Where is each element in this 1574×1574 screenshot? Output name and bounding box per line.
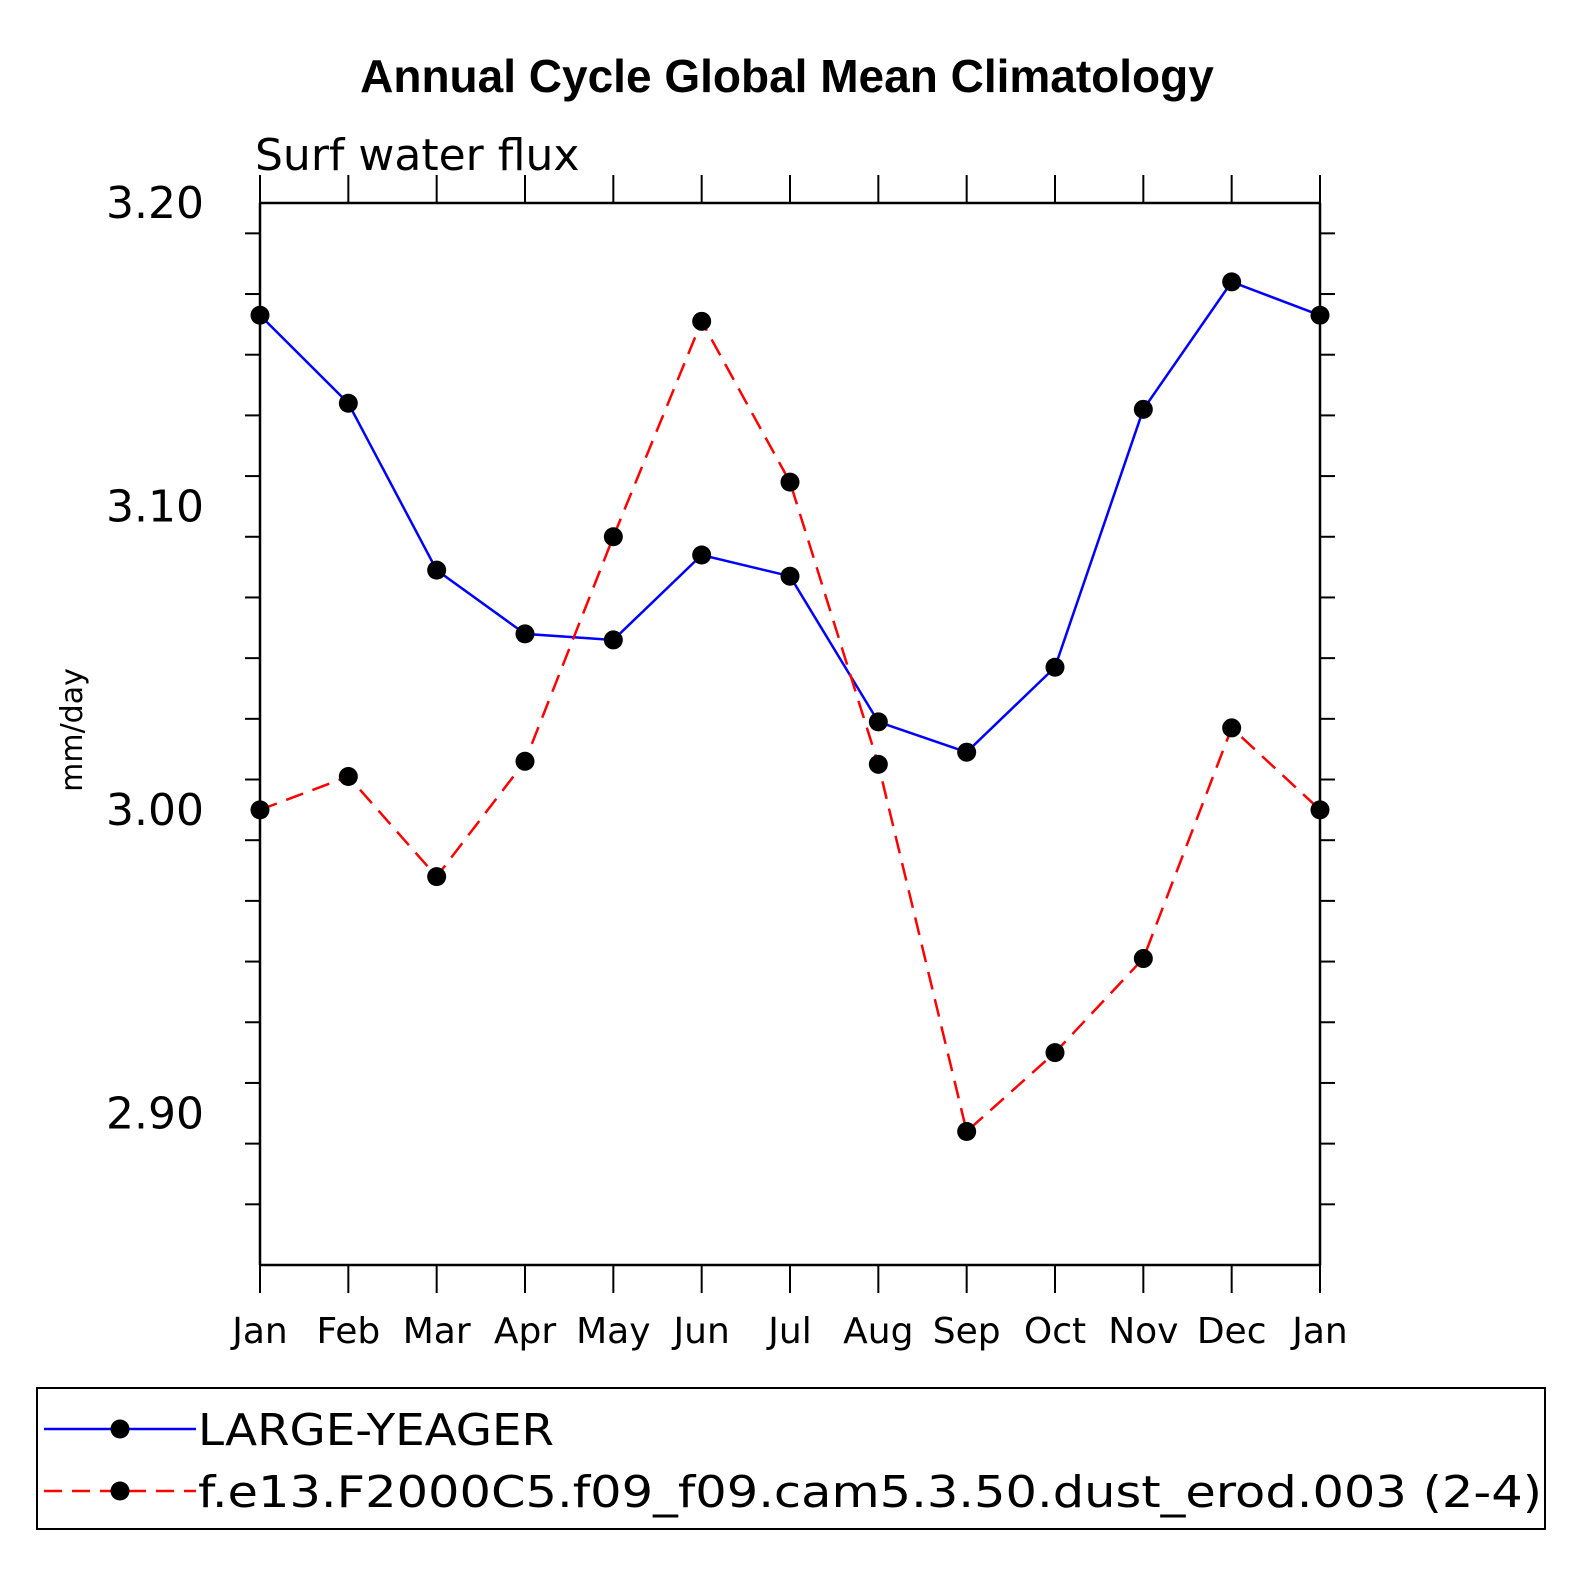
chart-title: Annual Cycle Global Mean Climatology	[360, 50, 1214, 102]
data-point-s2-5	[692, 311, 712, 331]
data-point-s2-11	[1222, 718, 1242, 738]
legend: LARGE-YEAGER f.e13.F2000C5.f09_f09.cam5.3…	[36, 1387, 1546, 1530]
y-tick-label: 3.10	[106, 481, 204, 532]
data-point-s1-2	[427, 560, 447, 580]
data-point-s1-10	[1133, 399, 1153, 419]
data-point-s2-10	[1133, 949, 1153, 969]
y-axis: 2.90 3.00 3.10 3.20	[106, 178, 1335, 1206]
x-tick-label: Jan	[230, 1311, 288, 1352]
data-point-s2-7	[868, 754, 888, 774]
data-point-s2-2	[427, 867, 447, 887]
x-tick-label: Nov	[1108, 1311, 1178, 1352]
data-point-s1-7	[868, 712, 888, 732]
plot-frame	[258, 201, 1322, 1267]
data-point-s2-1	[338, 766, 358, 786]
x-tick-label: Feb	[316, 1311, 380, 1352]
x-tick-label: Jan	[1290, 1311, 1348, 1352]
x-tick-label: Mar	[403, 1311, 471, 1352]
data-point-s1-9	[1045, 657, 1065, 677]
x-tick-label: Jul	[766, 1311, 811, 1352]
data-point-s1-8	[957, 742, 977, 762]
legend-marker-1	[110, 1419, 130, 1439]
data-point-s1-3	[515, 624, 535, 644]
legend-label-2: f.e13.F2000C5.f09_f09.cam5.3.50.dust_ero…	[198, 1467, 1542, 1518]
data-point-s2-8	[957, 1121, 977, 1141]
y-axis-label: mm/day	[55, 668, 90, 792]
x-tick-label: Oct	[1024, 1311, 1086, 1352]
x-axis: Jan Feb Mar Apr May Jun Jul Aug Sep Oct Nov Dec Jan	[230, 175, 1348, 1352]
y-tick-label: 3.00	[106, 785, 204, 836]
data-point-s1-11	[1222, 272, 1242, 292]
legend-marker-2	[110, 1481, 130, 1501]
data-point-s2-0	[250, 800, 270, 820]
series-line-1	[259, 280, 1321, 754]
legend-label-1: LARGE-YEAGER	[198, 1405, 554, 1456]
x-tick-label: Sep	[933, 1311, 1001, 1352]
y-tick-label: 2.90	[106, 1088, 204, 1139]
x-tick-label: May	[576, 1311, 650, 1352]
legend-box	[36, 1387, 1546, 1530]
data-point-s2-6	[780, 472, 800, 492]
data-point-s1-4	[603, 630, 623, 650]
x-tick-label: Jun	[672, 1311, 730, 1352]
data-point-s2-9	[1045, 1043, 1065, 1063]
data-point-s1-1	[338, 393, 358, 413]
data-point-s2-3	[515, 751, 535, 771]
data-point-s2-4	[603, 527, 623, 547]
series-layer	[250, 272, 1330, 1141]
data-point-s1-12	[1310, 305, 1330, 325]
chart-subtitle: Surf water flux	[255, 130, 579, 181]
y-tick-label: 3.20	[106, 178, 204, 229]
x-tick-label: Apr	[494, 1311, 556, 1352]
x-tick-label: Dec	[1197, 1311, 1267, 1352]
series-line-2	[259, 318, 1321, 1134]
data-point-s1-6	[780, 566, 800, 586]
x-tick-label: Aug	[843, 1311, 913, 1352]
data-point-s1-0	[250, 305, 270, 325]
data-point-s1-5	[692, 545, 712, 565]
data-point-s2-12	[1310, 800, 1330, 820]
